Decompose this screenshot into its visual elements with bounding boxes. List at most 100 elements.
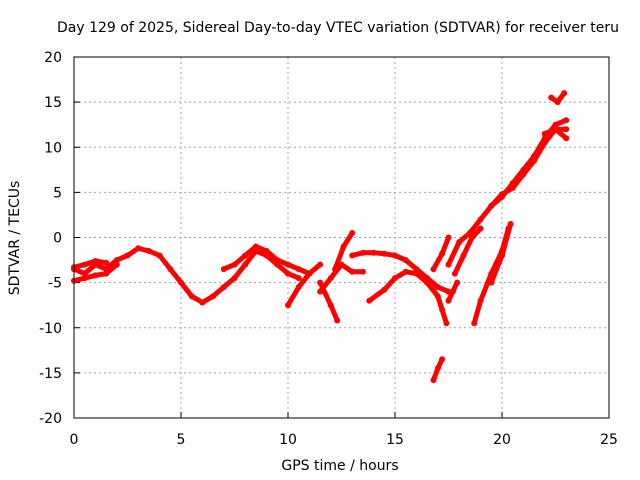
data-point [113, 257, 120, 264]
series-line [317, 262, 366, 295]
data-point [285, 270, 291, 277]
data-point [477, 225, 484, 232]
data-point [81, 261, 88, 268]
data-point [402, 257, 409, 264]
data-point [317, 261, 324, 268]
y-tick-label: 5 [53, 185, 62, 201]
series-arc-19 [488, 221, 514, 286]
data-point [548, 94, 555, 101]
series-line [285, 262, 323, 308]
series-line [452, 226, 484, 277]
data-point [92, 258, 99, 264]
data-point [210, 293, 217, 300]
x-tick-label: 25 [600, 432, 618, 448]
data-point [499, 252, 505, 259]
data-point [469, 234, 475, 241]
x-tick-label: 5 [177, 432, 186, 448]
data-point [231, 275, 238, 282]
data-point [81, 270, 88, 277]
data-point [413, 266, 420, 273]
axis-ticks: 0 5 10 15 20 25 -20 -15 -10 -5 0 5 10 15 20 [39, 50, 618, 448]
data-point [317, 279, 324, 286]
data-point [402, 268, 409, 275]
series-arc-20 [445, 279, 461, 304]
series-arc-5 [285, 261, 324, 309]
data-point [413, 270, 420, 277]
data-point [381, 286, 388, 293]
data-point [477, 216, 484, 223]
series-line [349, 250, 451, 295]
data-point [349, 252, 356, 259]
data-point [156, 252, 163, 259]
y-axis-label: SDTVAR / TECUs [7, 181, 23, 296]
y-tick-label: 10 [44, 140, 62, 156]
data-point [449, 288, 456, 295]
data-point [499, 193, 505, 200]
data-point [327, 275, 334, 282]
series-arc-9 [349, 249, 452, 295]
grid [74, 57, 609, 418]
series-arc-7 [317, 261, 366, 295]
data-point [349, 230, 356, 236]
data-point [424, 279, 431, 286]
series-arc-16 [548, 90, 568, 106]
x-tick-label: 10 [279, 432, 297, 448]
data-point [443, 320, 450, 327]
data-point [554, 99, 561, 106]
series-line [366, 269, 449, 326]
data-point [135, 245, 142, 252]
data-point [295, 266, 302, 273]
y-tick-label: 15 [44, 95, 62, 111]
data-point [477, 297, 484, 304]
data-point [178, 279, 184, 286]
data-point [263, 248, 270, 254]
data-point [445, 261, 452, 268]
data-point [359, 249, 366, 256]
series-arc-12 [430, 234, 452, 273]
chart-title: Day 129 of 2025, Sidereal Day-to-day VTE… [57, 20, 619, 36]
data-point [434, 293, 441, 300]
series-arc-6 [317, 279, 341, 324]
data-point [349, 268, 356, 275]
data-point [252, 243, 259, 250]
series-arc-15 [541, 126, 570, 142]
data-point [434, 284, 441, 291]
data-point [332, 266, 339, 273]
data-point [456, 239, 463, 245]
x-tick-label: 0 [70, 432, 79, 448]
data-point [231, 261, 238, 268]
series-arc-8 [332, 230, 356, 273]
data-point [81, 275, 88, 282]
data-point [531, 153, 538, 160]
data-point [454, 279, 461, 286]
data-point [199, 299, 206, 306]
data-point [285, 261, 291, 268]
data-point [220, 284, 227, 291]
data-point [430, 377, 437, 384]
data-point [327, 302, 334, 309]
data-point [439, 356, 446, 363]
series-arc-3 [71, 258, 110, 271]
data-point [242, 261, 249, 268]
data-point [445, 234, 452, 241]
y-tick-label: 0 [53, 231, 62, 247]
data-point [541, 130, 548, 137]
data-point [366, 297, 373, 304]
data-point [220, 266, 227, 273]
data-point [439, 306, 446, 313]
data-point [541, 135, 548, 142]
data-point [359, 268, 366, 275]
y-tick-label: -10 [39, 321, 62, 337]
data-point [124, 252, 131, 259]
data-point [295, 275, 302, 282]
data-point [242, 252, 249, 259]
data-point [434, 365, 441, 372]
data-point [306, 270, 313, 277]
data-point [103, 270, 110, 277]
data-point [552, 126, 559, 133]
data-point [103, 259, 110, 266]
data-point [552, 121, 559, 128]
series-arc-17 [451, 225, 484, 277]
data-point [370, 249, 377, 256]
